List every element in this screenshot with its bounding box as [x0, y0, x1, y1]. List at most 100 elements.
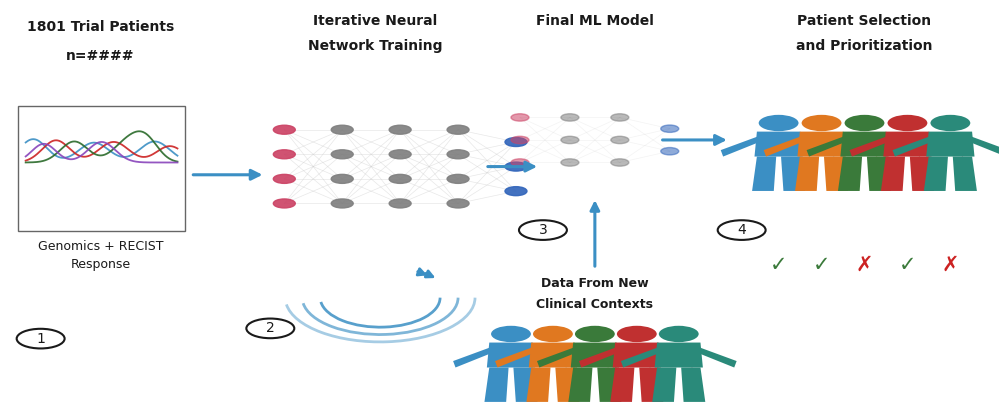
Polygon shape — [926, 132, 974, 157]
Polygon shape — [781, 157, 805, 191]
Text: Patient Selection: Patient Selection — [797, 14, 932, 28]
Circle shape — [447, 150, 469, 159]
Polygon shape — [795, 157, 819, 191]
Circle shape — [661, 125, 679, 132]
Circle shape — [331, 174, 353, 183]
Polygon shape — [924, 157, 948, 191]
Polygon shape — [495, 347, 536, 367]
Circle shape — [331, 125, 353, 134]
Polygon shape — [597, 367, 621, 402]
Polygon shape — [655, 342, 703, 367]
Circle shape — [759, 115, 799, 131]
Circle shape — [273, 174, 295, 183]
Polygon shape — [838, 136, 879, 157]
Circle shape — [273, 150, 295, 159]
Text: n=####: n=#### — [66, 49, 135, 63]
Text: Genomics + RECIST: Genomics + RECIST — [38, 240, 163, 253]
Circle shape — [273, 125, 295, 134]
Circle shape — [273, 199, 295, 208]
Polygon shape — [881, 136, 922, 157]
Circle shape — [389, 199, 411, 208]
Text: Network Training: Network Training — [308, 39, 442, 53]
Circle shape — [611, 159, 629, 166]
Polygon shape — [639, 367, 663, 402]
Text: and Prioritization: and Prioritization — [796, 39, 933, 53]
Polygon shape — [528, 347, 569, 367]
Polygon shape — [910, 157, 934, 191]
Polygon shape — [867, 157, 891, 191]
Polygon shape — [754, 132, 803, 157]
Text: Final ML Model: Final ML Model — [536, 14, 654, 28]
Polygon shape — [824, 157, 848, 191]
Polygon shape — [610, 367, 634, 402]
Circle shape — [331, 150, 353, 159]
Polygon shape — [924, 136, 965, 157]
Text: ✓: ✓ — [813, 255, 830, 275]
Polygon shape — [579, 347, 620, 367]
Text: 3: 3 — [539, 223, 547, 237]
Polygon shape — [484, 367, 509, 402]
Circle shape — [561, 136, 579, 144]
Circle shape — [389, 125, 411, 134]
Circle shape — [661, 148, 679, 155]
Circle shape — [505, 162, 527, 171]
Polygon shape — [807, 136, 848, 157]
Circle shape — [561, 159, 579, 166]
Polygon shape — [681, 367, 705, 402]
Polygon shape — [652, 367, 676, 402]
Polygon shape — [838, 157, 862, 191]
Circle shape — [447, 125, 469, 134]
Circle shape — [575, 326, 615, 342]
Text: ✓: ✓ — [899, 255, 916, 275]
Polygon shape — [752, 157, 776, 191]
Circle shape — [447, 199, 469, 208]
Polygon shape — [529, 342, 577, 367]
Text: 4: 4 — [737, 223, 746, 237]
Polygon shape — [513, 367, 538, 402]
Text: Data From New: Data From New — [541, 277, 649, 290]
Circle shape — [617, 326, 657, 342]
Text: ✗: ✗ — [856, 255, 873, 275]
Circle shape — [845, 115, 884, 131]
Polygon shape — [571, 342, 619, 367]
Text: Iterative Neural: Iterative Neural — [313, 14, 437, 28]
Circle shape — [389, 150, 411, 159]
Polygon shape — [795, 136, 836, 157]
Polygon shape — [721, 136, 762, 157]
Circle shape — [561, 114, 579, 121]
Text: ✗: ✗ — [942, 255, 959, 275]
Polygon shape — [526, 367, 551, 402]
Polygon shape — [953, 157, 977, 191]
Circle shape — [246, 319, 294, 338]
Text: 2: 2 — [266, 321, 275, 335]
FancyBboxPatch shape — [18, 106, 185, 231]
Circle shape — [511, 114, 529, 121]
Polygon shape — [612, 347, 653, 367]
Circle shape — [331, 199, 353, 208]
Polygon shape — [537, 347, 578, 367]
Text: Clinical Contexts: Clinical Contexts — [536, 298, 653, 311]
Polygon shape — [654, 347, 695, 367]
Polygon shape — [570, 347, 611, 367]
Polygon shape — [881, 157, 905, 191]
Polygon shape — [568, 367, 592, 402]
Polygon shape — [797, 132, 846, 157]
Circle shape — [505, 138, 527, 146]
Circle shape — [511, 136, 529, 144]
Text: 1: 1 — [36, 332, 45, 346]
Polygon shape — [967, 136, 1000, 157]
Circle shape — [511, 159, 529, 166]
Polygon shape — [487, 342, 535, 367]
Circle shape — [802, 115, 841, 131]
Circle shape — [659, 326, 699, 342]
Polygon shape — [840, 132, 889, 157]
Text: 1801 Trial Patients: 1801 Trial Patients — [27, 20, 174, 35]
Circle shape — [519, 220, 567, 240]
Polygon shape — [696, 347, 737, 367]
Circle shape — [888, 115, 927, 131]
Circle shape — [718, 220, 766, 240]
Polygon shape — [850, 136, 891, 157]
Circle shape — [491, 326, 531, 342]
Circle shape — [533, 326, 573, 342]
Text: Response: Response — [70, 259, 131, 271]
